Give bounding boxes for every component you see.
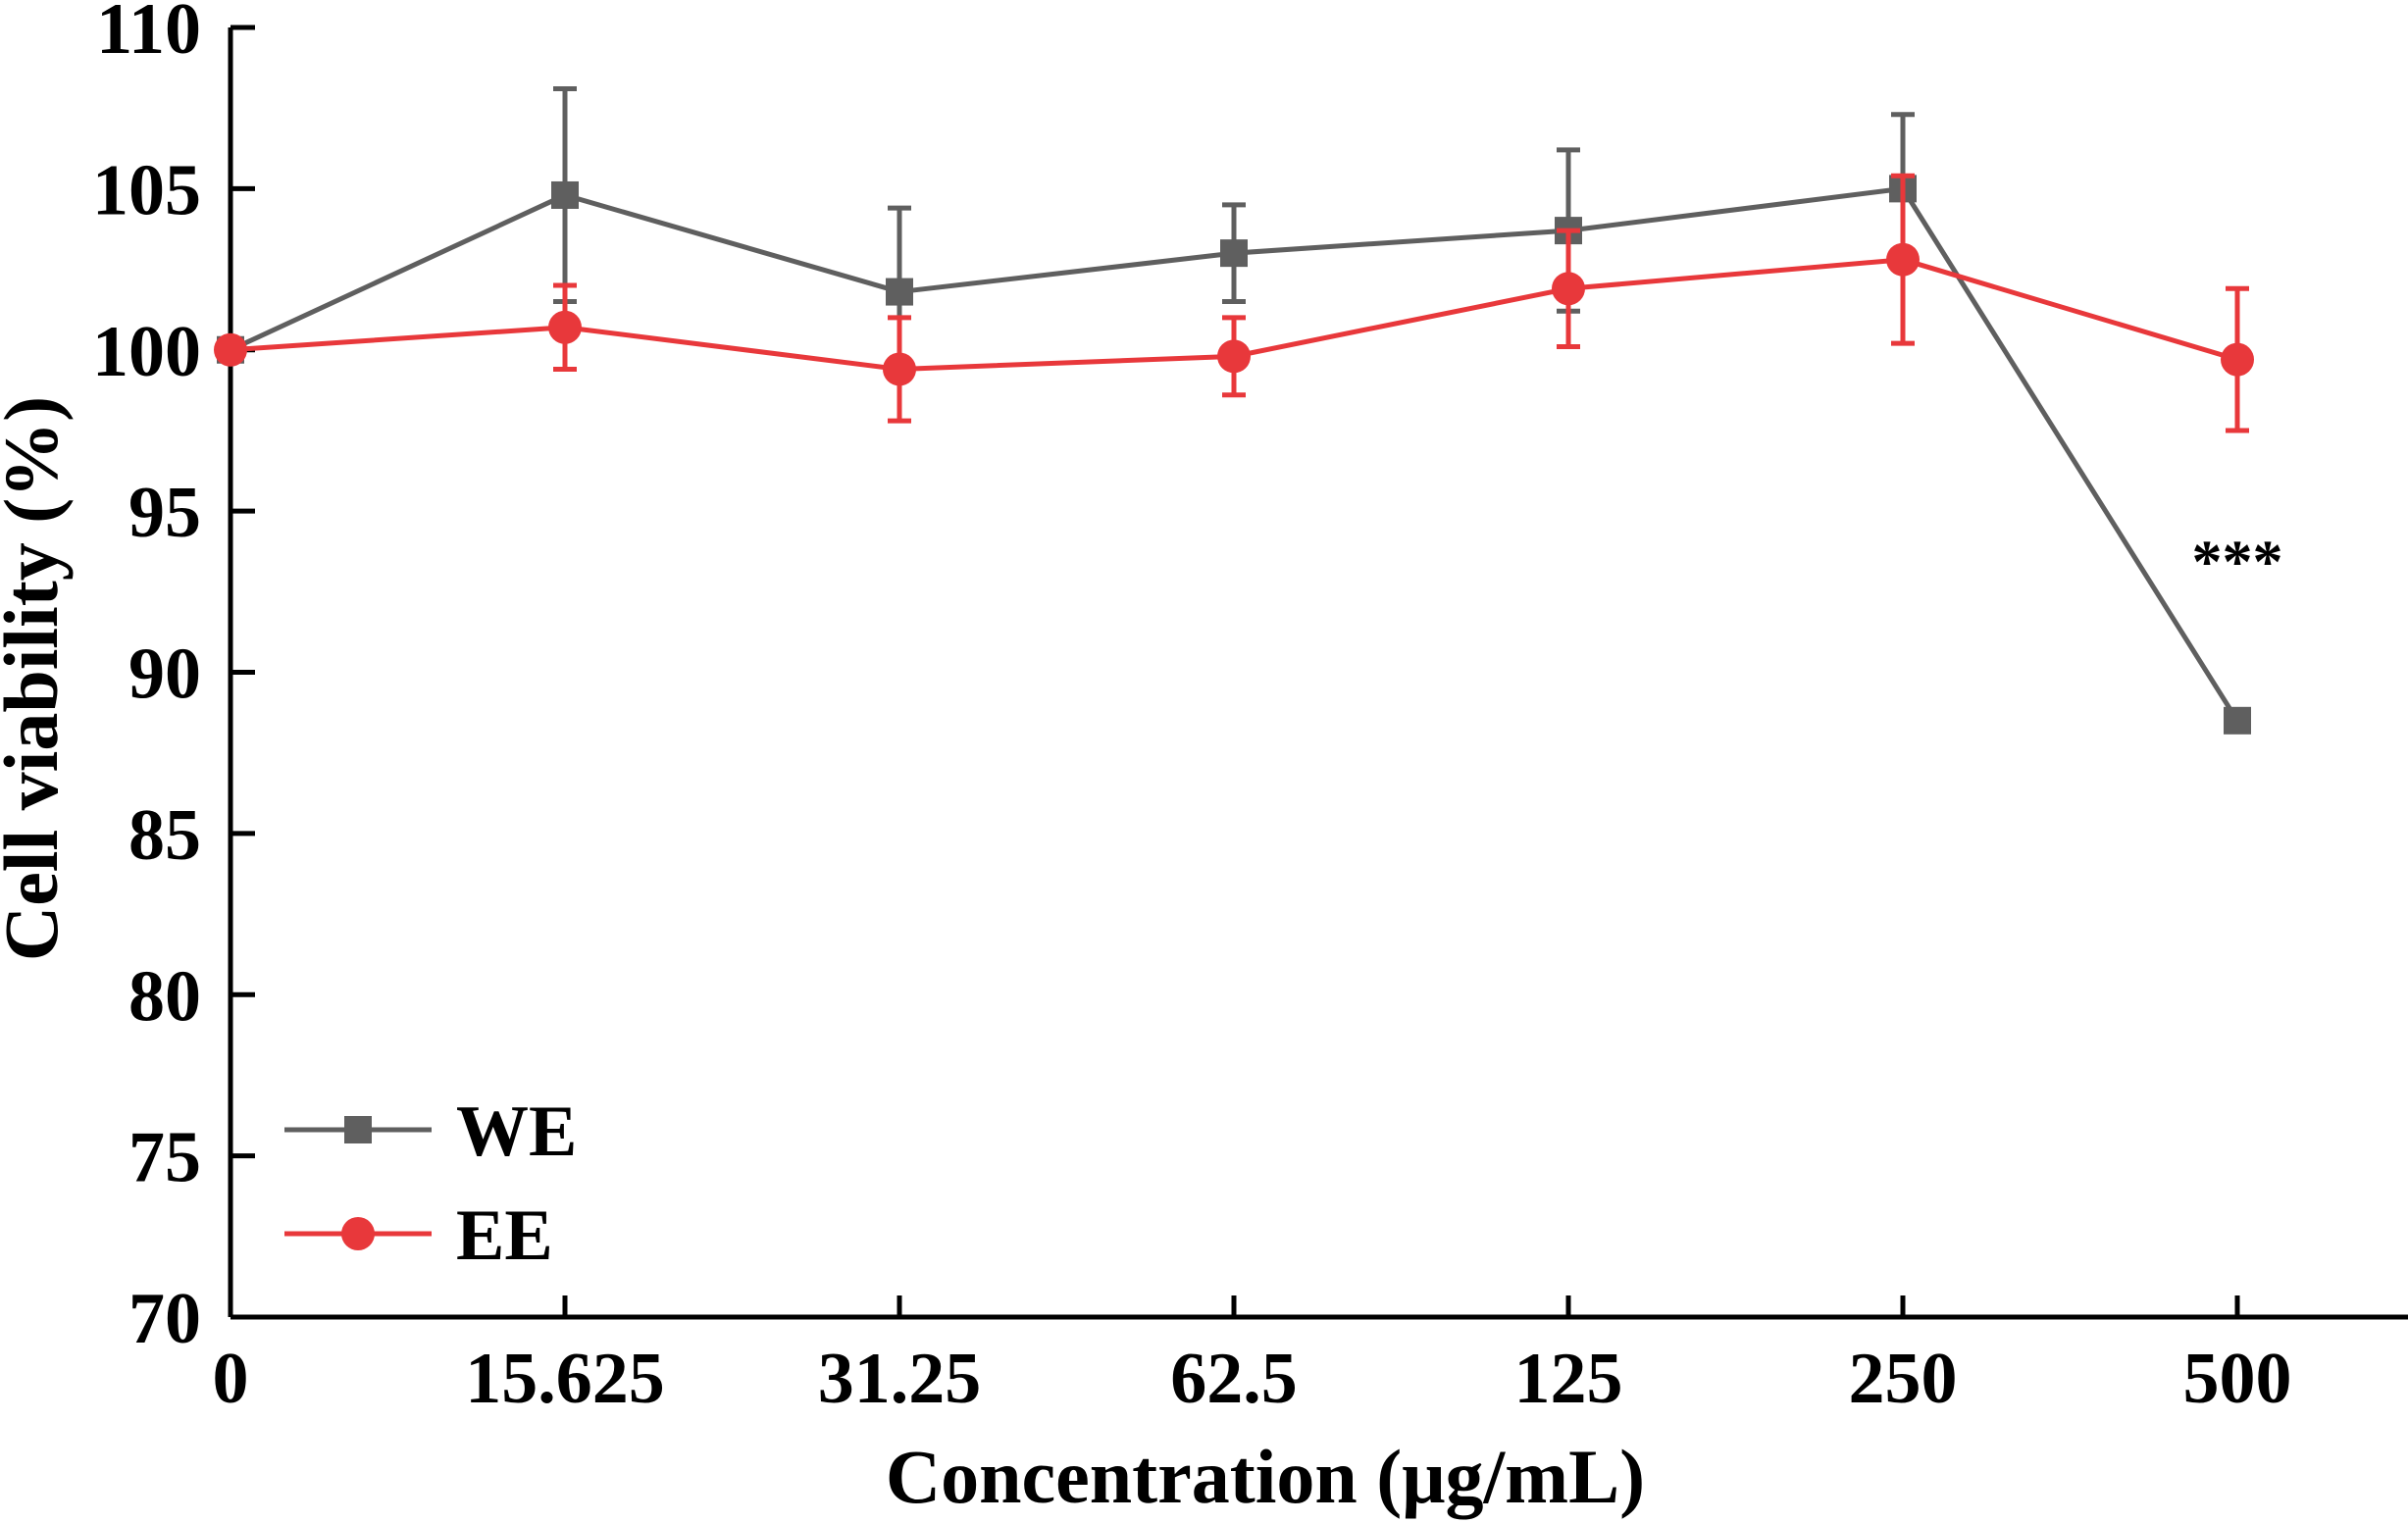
x-tick-label: 250 xyxy=(1849,1339,1958,1419)
significance-annotation: *** xyxy=(2192,529,2283,595)
x-tick-label: 15.625 xyxy=(465,1339,665,1419)
y-tick-label: 90 xyxy=(128,635,201,715)
y-tick-label: 85 xyxy=(128,795,201,876)
y-axis-title: Cell viability (%) xyxy=(0,396,74,961)
series-ee xyxy=(214,173,2254,433)
data-point-circle xyxy=(883,352,916,386)
x-tick-label: 500 xyxy=(2183,1339,2292,1419)
y-tick-label: 70 xyxy=(128,1279,201,1359)
x-tick-label: 0 xyxy=(213,1339,249,1419)
x-axis-title: Concentration (μg/mL) xyxy=(886,1434,1645,1519)
legend-ee-circle-marker-icon xyxy=(341,1217,375,1250)
x-tick-label: 31.25 xyxy=(818,1339,982,1419)
legend-we-square-marker-icon xyxy=(344,1116,372,1143)
series xyxy=(214,85,2254,735)
legend: WE EE xyxy=(284,1091,577,1276)
data-point-square xyxy=(2224,706,2251,735)
ticks: 70 75 80 85 90 95 100 105 110 0 15.625 31.25 62.5 125… xyxy=(92,0,2292,1419)
x-tick-label: 125 xyxy=(1514,1339,1623,1419)
y-tick-label: 80 xyxy=(128,956,201,1037)
data-point-square xyxy=(551,180,579,209)
data-point-circle xyxy=(1886,242,1920,277)
legend-ee-label: EE xyxy=(456,1195,553,1276)
legend-item-we: WE xyxy=(284,1091,577,1172)
data-point-circle xyxy=(2221,342,2254,377)
y-tick-label: 110 xyxy=(96,0,201,70)
y-tick-label: 105 xyxy=(92,150,201,230)
data-point-circle xyxy=(214,332,247,367)
data-point-square xyxy=(1220,239,1248,268)
y-tick-label: 95 xyxy=(128,473,201,553)
y-tick-label: 100 xyxy=(92,312,201,392)
legend-we-label: WE xyxy=(456,1091,577,1172)
data-point-circle xyxy=(548,310,582,344)
annotations: *** xyxy=(2192,529,2283,595)
x-tick-label: 62.5 xyxy=(1170,1339,1298,1419)
data-point-square xyxy=(886,278,913,306)
data-point-circle xyxy=(1552,272,1585,306)
data-point-circle xyxy=(1217,339,1251,374)
y-tick-label: 75 xyxy=(128,1118,201,1198)
legend-item-ee: EE xyxy=(284,1195,553,1276)
series-we xyxy=(217,85,2251,735)
